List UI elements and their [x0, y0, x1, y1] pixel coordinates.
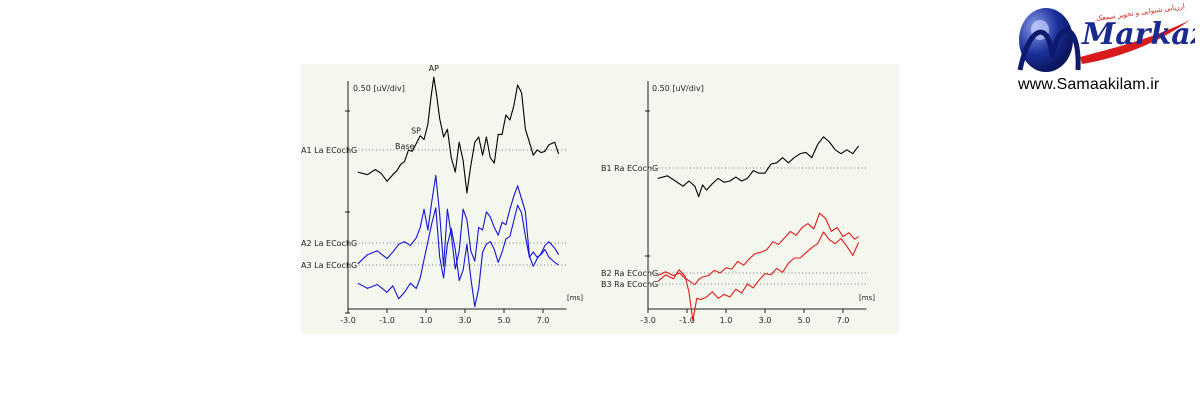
chart-right: -3.0 -1.0 1.0 3.0 5.0 7.0 0.50 [uV/div] [ms] B1 … — [601, 81, 875, 325]
x-tick-label: 5.0 — [798, 316, 811, 325]
x-tick-label: 3.0 — [459, 316, 472, 325]
x-tick-label: 7.0 — [537, 316, 550, 325]
markazi-logo: Markazi ارزیابی شنوایی و تجویز سمعک — [1017, 2, 1195, 72]
series-line-0 — [357, 76, 560, 194]
chart-left: -3.0 -1.0 1.0 3.0 5.0 7.0 0.50 [uV/div] [ms] A1 … — [301, 64, 583, 325]
x-tick-label: 3.0 — [759, 316, 772, 325]
annotation-ap: AP — [429, 64, 439, 73]
annotation-base: Base — [395, 142, 415, 151]
series-label: B2 Ra ECochG — [601, 269, 658, 278]
ecochg-panel: -3.0 -1.0 1.0 3.0 5.0 7.0 0.50 [uV/div] [ms] A1 … — [301, 64, 899, 334]
series-label: B1 Ra ECochG — [601, 164, 658, 173]
logo-m-stroke — [1017, 28, 1081, 71]
logo-swoosh — [1080, 20, 1190, 64]
ecochg-plot: -3.0 -1.0 1.0 3.0 5.0 7.0 0.50 [uV/div] [ms] A1 … — [301, 64, 875, 325]
x-tick-label: -3.0 — [340, 316, 356, 325]
series-label: A2 La ECochG — [301, 239, 357, 248]
scale-label: 0.50 [uV/div] — [652, 84, 704, 93]
scale-label: 0.50 [uV/div] — [353, 84, 405, 93]
logo-url-text: www.Samaakilam.ir — [1018, 76, 1160, 93]
logo-wordmark-text: Markazi — [1081, 17, 1195, 52]
series-line-0 — [657, 136, 860, 198]
series-label: A3 La ECochG — [301, 261, 357, 270]
series-label: A1 La ECochG — [301, 146, 357, 155]
series-line-1 — [357, 174, 560, 270]
x-unit-label: [ms] — [567, 294, 583, 302]
x-tick-label: -1.0 — [379, 316, 395, 325]
series-line-1 — [657, 212, 859, 286]
x-tick-label: -3.0 — [640, 316, 656, 325]
x-tick-label: 5.0 — [498, 316, 511, 325]
x-tick-label: 1.0 — [420, 316, 433, 325]
x-unit-label: [ms] — [859, 294, 875, 302]
logo-m-shape — [1019, 8, 1073, 72]
x-tick-label: 7.0 — [837, 316, 850, 325]
x-tick-label: 1.0 — [720, 316, 733, 325]
series-label: B3 Ra ECochG — [601, 280, 658, 289]
annotation-sp: SP — [411, 127, 421, 136]
series-line-2 — [357, 204, 559, 308]
x-tick-label: -1.0 — [679, 316, 695, 325]
series-line-2 — [657, 231, 860, 321]
